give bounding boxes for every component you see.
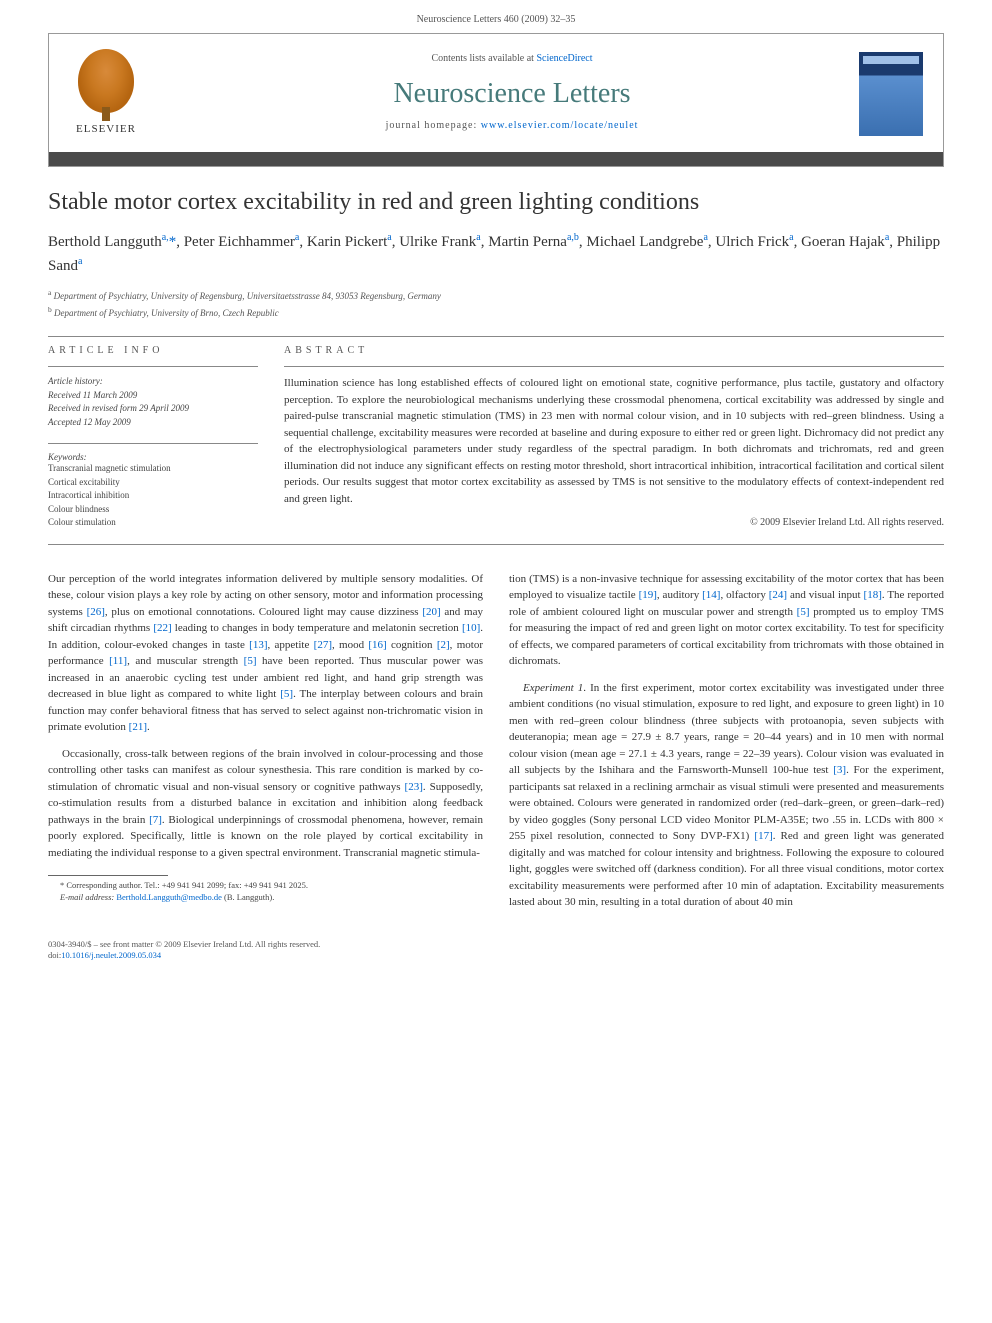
abstract-block: ABSTRACT Illumination science has long e… xyxy=(284,345,944,530)
homepage-prefix: journal homepage: xyxy=(386,120,481,131)
keyword: Cortical excitability xyxy=(48,476,258,490)
rule xyxy=(48,443,258,444)
journal-banner: ELSEVIER Contents lists available at Sci… xyxy=(48,33,944,167)
keyword: Intracortical inhibition xyxy=(48,489,258,503)
body-columns: Our perception of the world integrates i… xyxy=(48,571,944,921)
page-footer: 0304-3940/$ – see front matter © 2009 El… xyxy=(48,939,944,963)
body-column-left: Our perception of the world integrates i… xyxy=(48,571,483,921)
footnote-line: * Corresponding author. Tel.: +49 941 94… xyxy=(48,880,483,892)
history-revised: Received in revised form 29 April 2009 xyxy=(48,402,258,416)
rule xyxy=(48,366,258,367)
homepage-link[interactable]: www.elsevier.com/locate/neulet xyxy=(481,120,639,131)
article-info-label: ARTICLE INFO xyxy=(48,345,258,356)
author-list: Berthold Langgutha,*, Peter Eichhammera,… xyxy=(48,230,944,277)
body-paragraph: Occasionally, cross-talk between regions… xyxy=(48,746,483,862)
footnote-rule xyxy=(48,875,168,876)
sciencedirect-link[interactable]: ScienceDirect xyxy=(536,53,592,64)
rule xyxy=(284,366,944,367)
history-label: Article history: xyxy=(48,375,258,389)
corresponding-author-footnote: * Corresponding author. Tel.: +49 941 94… xyxy=(48,880,483,904)
banner-bottom-bar xyxy=(49,152,943,166)
elsevier-logo: ELSEVIER xyxy=(61,42,151,142)
history-accepted: Accepted 12 May 2009 xyxy=(48,416,258,430)
affiliation-a: a Department of Psychiatry, University o… xyxy=(48,287,944,304)
contents-available-line: Contents lists available at ScienceDirec… xyxy=(165,53,859,64)
body-paragraph: Our perception of the world integrates i… xyxy=(48,571,483,736)
body-column-right: tion (TMS) is a non-invasive technique f… xyxy=(509,571,944,921)
affiliation-b: b Department of Psychiatry, University o… xyxy=(48,304,944,321)
keywords-label: Keywords: xyxy=(48,452,258,462)
keyword: Colour blindness xyxy=(48,503,258,517)
footnote-email-label: E-mail address: xyxy=(60,892,116,902)
history-received: Received 11 March 2009 xyxy=(48,389,258,403)
keyword: Transcranial magnetic stimulation xyxy=(48,462,258,476)
abstract-label: ABSTRACT xyxy=(284,345,944,356)
rule xyxy=(48,544,944,545)
article-title: Stable motor cortex excitability in red … xyxy=(48,189,944,216)
body-paragraph: tion (TMS) is a non-invasive technique f… xyxy=(509,571,944,670)
footnote-email-link[interactable]: Berthold.Langguth@medbo.de xyxy=(116,892,222,902)
contents-prefix: Contents lists available at xyxy=(431,53,536,64)
body-paragraph: Experiment 1. In the first experiment, m… xyxy=(509,680,944,911)
elsevier-tree-icon xyxy=(78,49,134,113)
journal-name: Neuroscience Letters xyxy=(165,78,859,110)
doi-link[interactable]: 10.1016/j.neulet.2009.05.034 xyxy=(61,950,161,960)
abstract-copyright: © 2009 Elsevier Ireland Ltd. All rights … xyxy=(284,517,944,528)
journal-homepage-line: journal homepage: www.elsevier.com/locat… xyxy=(165,120,859,131)
rule xyxy=(48,336,944,337)
publisher-name: ELSEVIER xyxy=(76,123,136,135)
abstract-text: Illumination science has long establishe… xyxy=(284,375,944,507)
affiliations: a Department of Psychiatry, University o… xyxy=(48,287,944,320)
footnote-email-suffix: (B. Langguth). xyxy=(222,892,274,902)
article-info-block: ARTICLE INFO Article history: Received 1… xyxy=(48,345,258,530)
journal-cover-thumbnail xyxy=(859,52,923,136)
footnote-line: E-mail address: Berthold.Langguth@medbo.… xyxy=(48,892,483,904)
running-head: Neuroscience Letters 460 (2009) 32–35 xyxy=(0,0,992,33)
keywords-list: Transcranial magnetic stimulation Cortic… xyxy=(48,462,258,530)
keyword: Colour stimulation xyxy=(48,516,258,530)
footer-copyright: 0304-3940/$ – see front matter © 2009 El… xyxy=(48,939,944,951)
footer-doi: doi:10.1016/j.neulet.2009.05.034 xyxy=(48,950,944,962)
